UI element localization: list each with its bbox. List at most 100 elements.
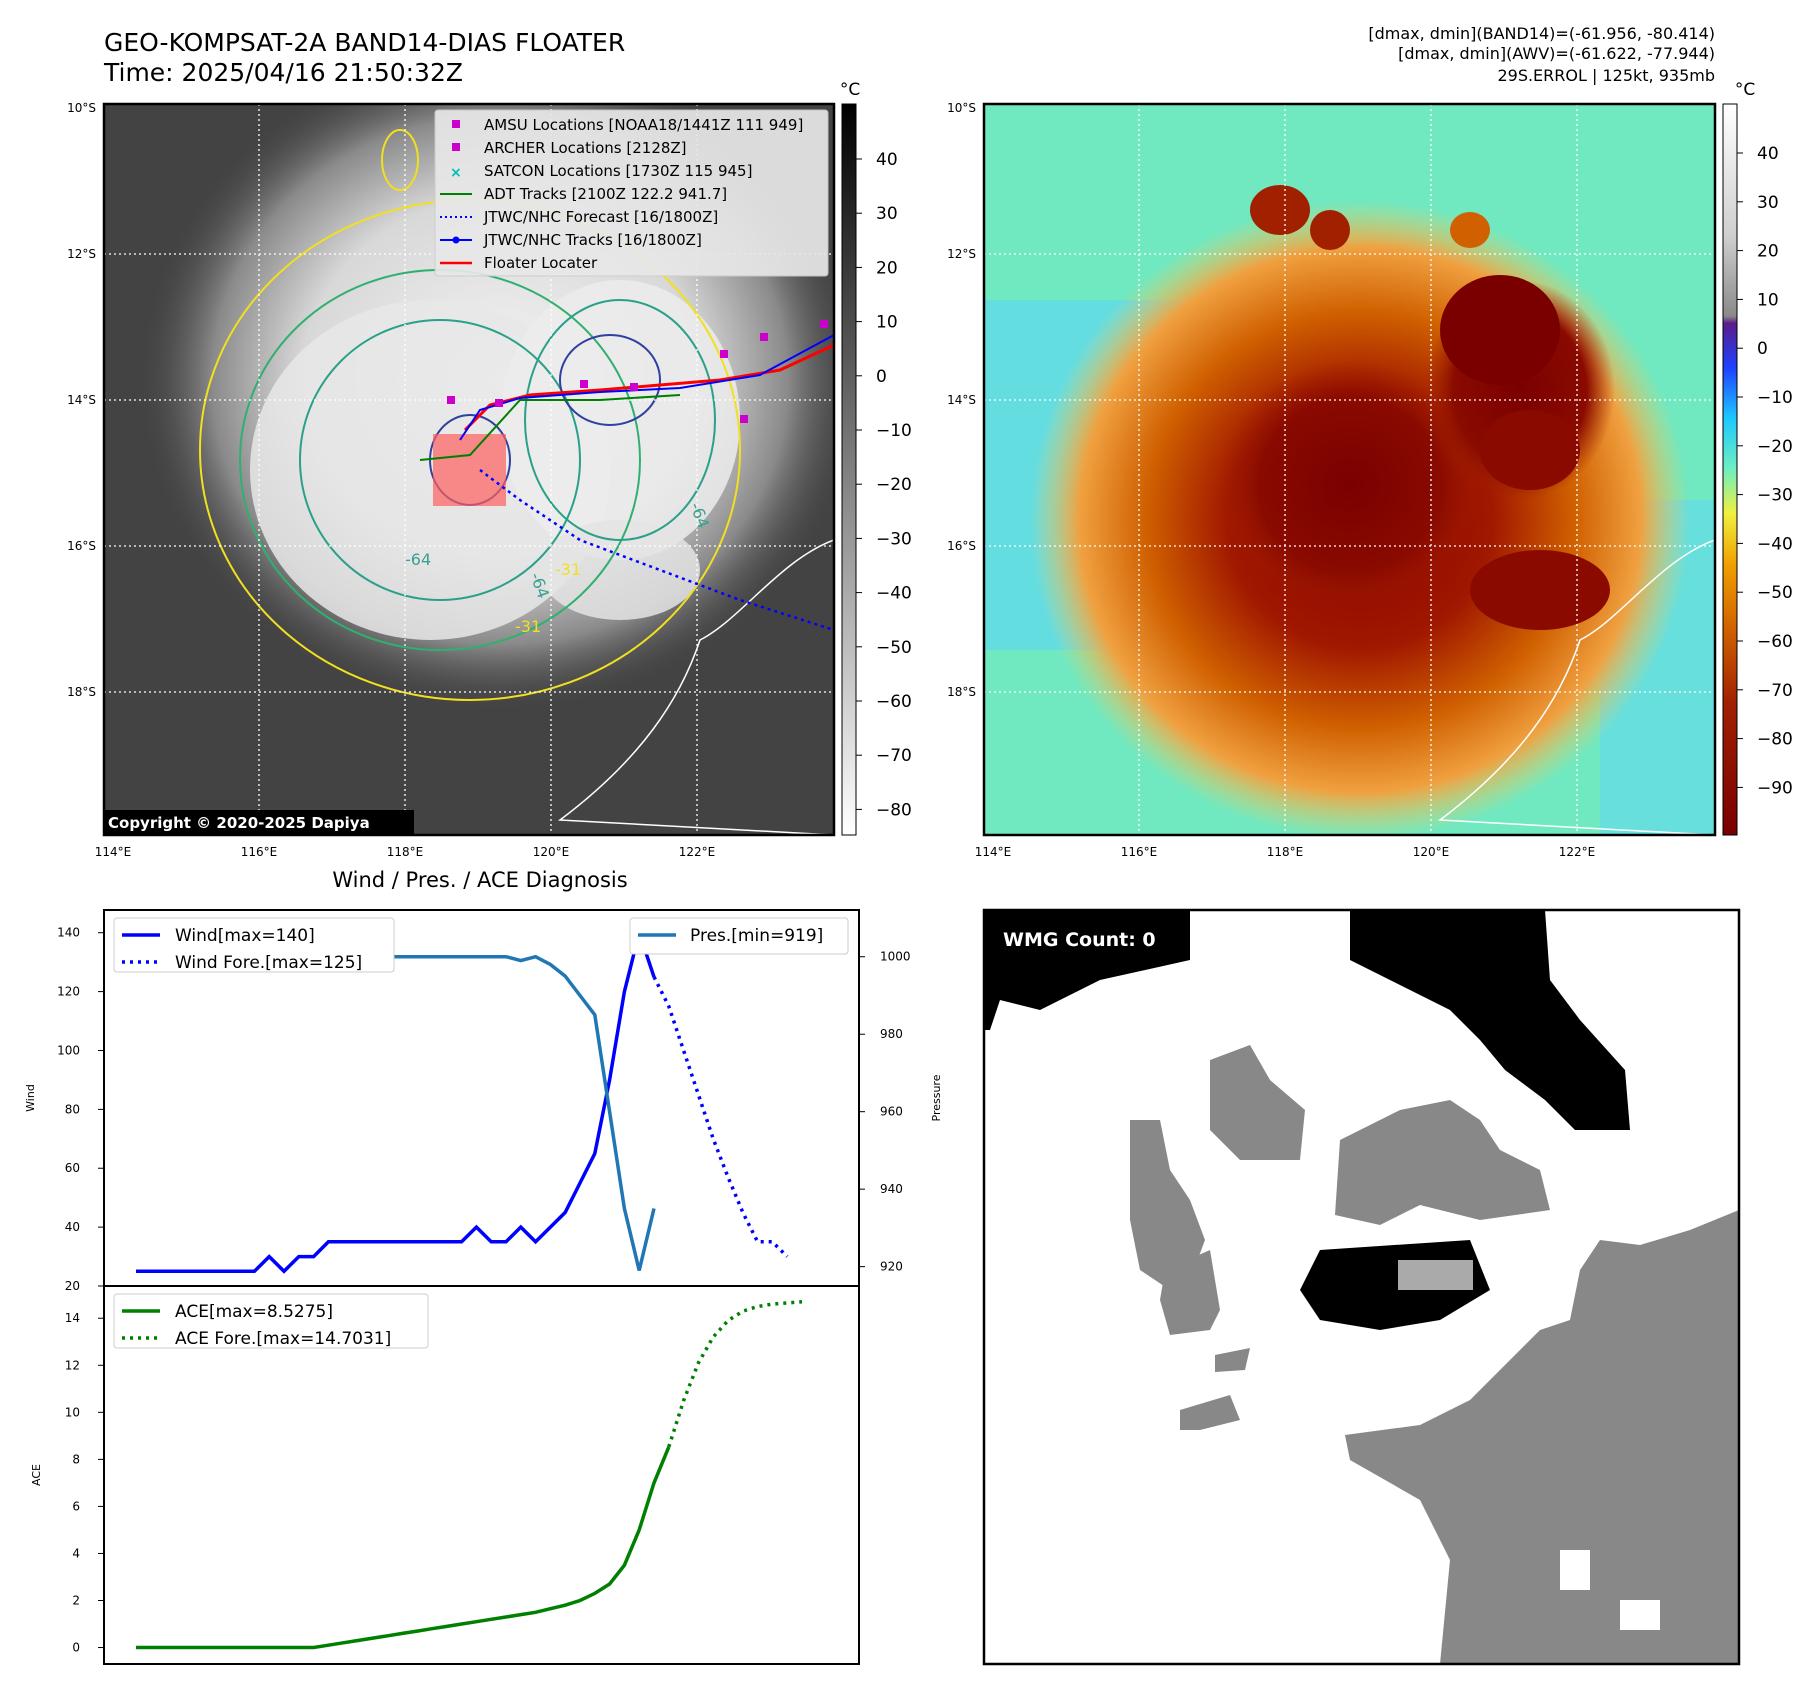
info-line-1: [dmax, dmin](BAND14)=(-61.956, -80.414) — [1368, 24, 1715, 43]
ace-axis-label: ACE — [30, 1464, 43, 1486]
legend-jtwc-forecast: JTWC/NHC Forecast [16/1800Z] — [483, 208, 718, 226]
legend-wind-forecast: Wind Fore.[max=125] — [175, 953, 362, 973]
wind-pressure-chart: Wind Pressure 20 40 60 80 100 120 140 920 940 96… — [24, 909, 943, 1293]
lat-label-18s: 18°S — [67, 685, 96, 699]
r-lon-label-118e: 118°E — [1267, 845, 1304, 859]
r-lon-label-122e: 122°E — [1559, 845, 1596, 859]
wind-forecast-line — [652, 976, 789, 1258]
figure-title: GEO-KOMPSAT-2A BAND14-DIAS FLOATER — [104, 28, 625, 57]
r-lat-label-10s: 10°S — [947, 101, 976, 115]
pressure-tick: 960 — [880, 1105, 903, 1119]
r-lon-label-114e: 114°E — [975, 845, 1012, 859]
r-lat-label-18s: 18°S — [947, 685, 976, 699]
ace-chart: ACE 0 2 4 6 8 10 12 14 ACE[max=8.5275] ACE Fore… — [30, 1285, 860, 1665]
r-lat-label-12s: 12°S — [947, 247, 976, 261]
left-colorbar-tick: 20 — [876, 258, 898, 278]
left-colorbar-tick: −40 — [876, 584, 912, 604]
legend-satcon: SATCON Locations [1730Z 115 945] — [484, 162, 752, 180]
info-line-2: [dmax, dmin](AWV)=(-61.622, -77.944) — [1398, 44, 1715, 63]
lat-label-12s: 12°S — [67, 247, 96, 261]
r-lon-label-116e: 116°E — [1121, 845, 1158, 859]
lon-label-116e: 116°E — [241, 845, 278, 859]
contour-label-1: -31 — [555, 560, 581, 579]
lat-label-16s: 16°S — [67, 539, 96, 553]
legend-floater: Floater Locater — [484, 254, 598, 272]
legend-jtwc-tracks: JTWC/NHC Tracks [16/1800Z] — [483, 231, 702, 249]
contour-label-4: -31 — [515, 617, 541, 636]
ace-tick: 6 — [72, 1499, 80, 1513]
copyright: Copyright © 2020-2025 Dapiya — [108, 814, 370, 832]
ace-tick: 12 — [65, 1358, 80, 1372]
legend-amsu: AMSU Locations [NOAA18/1441Z 111 949] — [484, 116, 803, 134]
ace-tick: 10 — [65, 1405, 80, 1419]
left-colorbar-tick: 0 — [876, 367, 887, 387]
ace-tick: 4 — [72, 1546, 80, 1560]
legend-ace: ACE[max=8.5275] — [175, 1302, 333, 1322]
right-colorbar-tick: −70 — [1757, 681, 1793, 701]
pressure-tick: 920 — [880, 1260, 903, 1274]
right-colorbar-tick: −90 — [1757, 778, 1793, 798]
wind-line — [136, 926, 656, 1274]
pressure-tick: 1000 — [880, 950, 911, 964]
wind-axis-label: Wind — [24, 1084, 37, 1112]
left-colorbar-tick: −60 — [876, 692, 912, 712]
left-colorbar-tick: −50 — [876, 638, 912, 658]
wmg-panel: WMG Count: 0 — [982, 908, 1741, 1666]
right-colorbar: °C 40 30 20 10 0 −10 −20 −30 −40 −50 −60 −70 −80 −90 — [1722, 80, 1793, 836]
legend-wind: Wind[max=140] — [175, 926, 315, 946]
r-lat-label-16s: 16°S — [947, 539, 976, 553]
ace-legend: ACE[max=8.5275] ACE Fore.[max=14.7031] — [113, 1293, 429, 1349]
svg-text:×: × — [450, 165, 462, 181]
map-legend: AMSU Locations [NOAA18/1441Z 111 949] AR… — [434, 109, 829, 277]
wind-tick: 80 — [65, 1102, 80, 1116]
figure-time: Time: 2025/04/16 21:50:32Z — [103, 58, 463, 87]
r-lon-label-120e: 120°E — [1413, 845, 1450, 859]
right-colorbar-unit: °C — [1735, 80, 1755, 100]
ace-line — [136, 1446, 671, 1650]
pressure-legend: Pres.[min=919] — [629, 917, 849, 955]
right-colorbar-tick: −40 — [1757, 534, 1793, 554]
left-colorbar-tick: 40 — [876, 150, 898, 170]
legend-archer: ARCHER Locations [2128Z] — [484, 139, 687, 157]
left-colorbar: °C 40 30 20 10 0 −10 −20 −30 −40 −50 −60 −70 −80 — [840, 80, 912, 836]
wind-tick: 100 — [57, 1043, 80, 1057]
r-lat-label-14s: 14°S — [947, 393, 976, 407]
contour-label-2: -64 — [405, 550, 431, 569]
wmg-count-label: WMG Count: 0 — [1003, 929, 1156, 951]
right-colorbar-tick: 10 — [1757, 290, 1779, 310]
ace-tick: 14 — [65, 1311, 80, 1325]
floater-locater-box — [433, 434, 506, 506]
left-colorbar-unit: °C — [840, 80, 860, 100]
info-line-3: 29S.ERROL | 125kt, 935mb — [1497, 66, 1715, 85]
left-colorbar-tick: −80 — [876, 800, 912, 820]
pressure-tick: 940 — [880, 1182, 903, 1196]
right-color-map — [984, 104, 1715, 835]
wind-tick: 40 — [65, 1220, 80, 1234]
right-colorbar-tick: 20 — [1757, 242, 1779, 262]
left-colorbar-tick: 10 — [876, 313, 898, 333]
left-map-axis-labels: 10°S 12°S 14°S 16°S 18°S 114°E 116°E 118… — [67, 101, 715, 859]
lon-label-118e: 118°E — [387, 845, 424, 859]
right-colorbar-tick: −80 — [1757, 730, 1793, 750]
lon-label-120e: 120°E — [533, 845, 570, 859]
left-colorbar-tick: −10 — [876, 421, 912, 441]
wind-tick: 140 — [57, 926, 80, 940]
wind-tick: 20 — [65, 1279, 80, 1293]
ace-tick: 2 — [72, 1593, 80, 1607]
diagnosis-title: Wind / Pres. / ACE Diagnosis — [332, 868, 627, 892]
lat-label-10s: 10°S — [67, 101, 96, 115]
legend-ace-forecast: ACE Fore.[max=14.7031] — [175, 1329, 391, 1349]
wind-tick: 120 — [57, 985, 80, 999]
wind-tick: 60 — [65, 1161, 80, 1175]
wind-legend: Wind[max=140] Wind Fore.[max=125] — [113, 917, 395, 973]
right-colorbar-tick: −20 — [1757, 437, 1793, 457]
legend-adt: ADT Tracks [2100Z 122.2 941.7] — [484, 185, 727, 203]
right-colorbar-tick: 40 — [1757, 144, 1779, 164]
pressure-axis-label: Pressure — [930, 1074, 943, 1121]
legend-pressure: Pres.[min=919] — [690, 926, 823, 946]
ace-tick: 8 — [72, 1452, 80, 1466]
pressure-tick: 980 — [880, 1027, 903, 1041]
lat-label-14s: 14°S — [67, 393, 96, 407]
left-colorbar-tick: −20 — [876, 475, 912, 495]
